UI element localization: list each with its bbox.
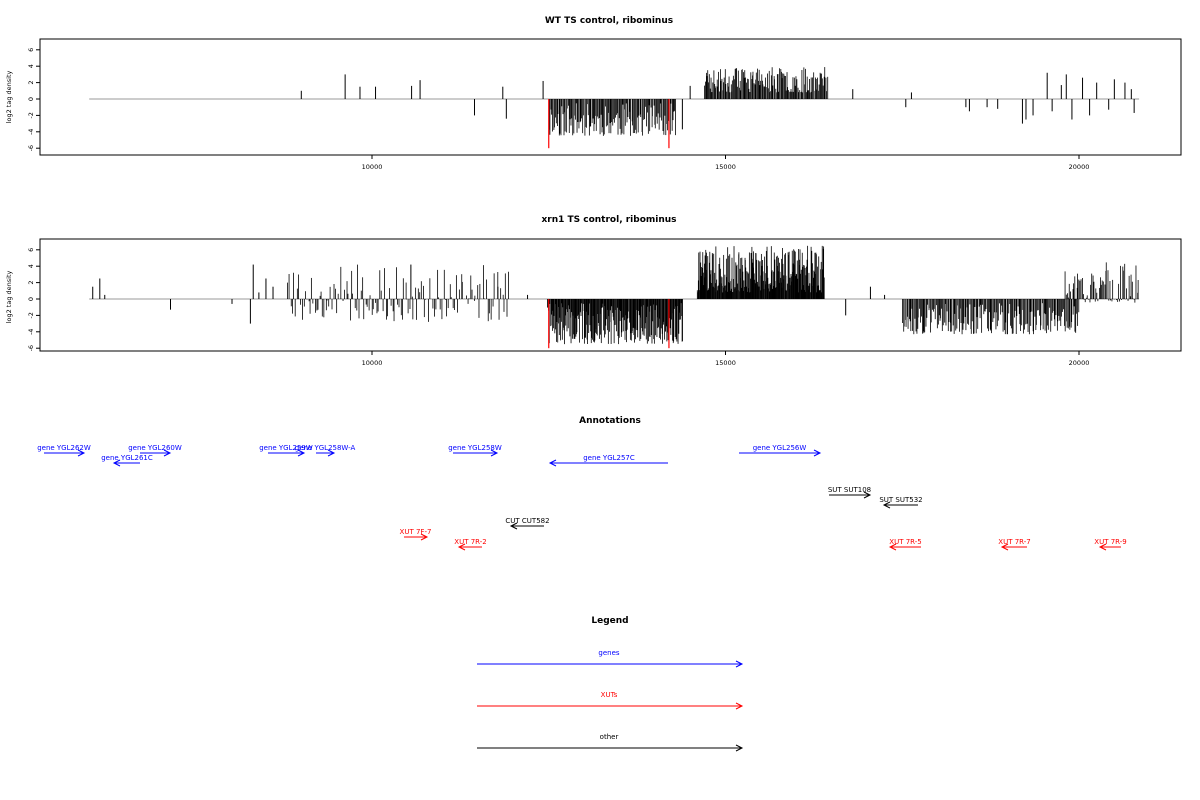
feature-arrow-head bbox=[548, 459, 557, 467]
feature-label: gene YGL258W-A bbox=[295, 444, 356, 452]
annotation-feature: SUT SUT532 bbox=[879, 496, 923, 509]
feature-arrow-head bbox=[297, 449, 306, 457]
xrn1-track-title: xrn1 TS control, ribominus bbox=[541, 215, 676, 225]
legend-label: XUTs bbox=[601, 691, 618, 699]
annotation-feature: gene YGL259W bbox=[259, 444, 313, 457]
feature-label: gene YGL256W bbox=[753, 444, 807, 452]
feature-arrow-head bbox=[1098, 543, 1107, 551]
annotation-feature: gene YGL261C bbox=[101, 454, 153, 467]
wt-track-panel: WT TS control, ribominus log2 tag densit… bbox=[5, 16, 1182, 171]
feature-arrow-head bbox=[509, 522, 518, 530]
legend-arrow-head bbox=[735, 660, 744, 668]
annotation-feature: gene YGL258W-A bbox=[295, 444, 356, 457]
x-tick-label: 10000 bbox=[362, 163, 383, 171]
y-tick-label: 0 bbox=[27, 97, 35, 101]
y-tick-label: 4 bbox=[27, 64, 35, 68]
xrn1-track-panel: xrn1 TS control, ribominus log2 tag dens… bbox=[5, 215, 1182, 367]
feature-label: gene YGL259W bbox=[259, 444, 313, 452]
x-tick-label: 20000 bbox=[1069, 163, 1090, 171]
y-tick-label: 2 bbox=[27, 281, 35, 285]
feature-label: gene YGL260W bbox=[128, 444, 182, 452]
annotation-feature: gene YGL260W bbox=[128, 444, 182, 457]
y-tick-label: 4 bbox=[27, 264, 35, 268]
legend-entries: genes XUTs other bbox=[477, 649, 744, 752]
y-tick-label: 2 bbox=[27, 81, 35, 85]
y-tick-label: 6 bbox=[27, 248, 35, 252]
legend-entry: XUTs bbox=[477, 691, 744, 710]
y-tick-label: -2 bbox=[27, 112, 35, 118]
feature-arrow-head bbox=[863, 491, 872, 499]
wt-axes: -6 -4 -2 0 2 4 6 10000 15000 20000 bbox=[27, 48, 1089, 171]
annotation-feature: SUT SUT108 bbox=[828, 486, 872, 499]
annotation-features: gene YGL262W gene YGL261C gene YGL260W gene… bbox=[37, 444, 1127, 551]
y-tick-label: -4 bbox=[27, 129, 35, 135]
legend-arrow-head bbox=[735, 744, 744, 752]
feature-label: CUT CUT582 bbox=[505, 517, 549, 525]
y-tick-label: -4 bbox=[27, 329, 35, 335]
annotation-feature: CUT CUT582 bbox=[505, 517, 550, 530]
feature-label: XUT 7R-2 bbox=[454, 538, 486, 546]
feature-arrow-head bbox=[420, 533, 429, 541]
feature-arrow-head bbox=[1000, 543, 1009, 551]
feature-arrow-head bbox=[813, 449, 822, 457]
x-tick-label: 15000 bbox=[715, 359, 736, 367]
feature-label: gene YGL262W bbox=[37, 444, 91, 452]
x-tick-label: 15000 bbox=[715, 163, 736, 171]
annotation-feature: XUT 7R-7 bbox=[998, 538, 1031, 551]
y-tick-label: -6 bbox=[27, 145, 35, 151]
feature-arrow-head bbox=[327, 449, 336, 457]
feature-arrow-head bbox=[490, 449, 499, 457]
feature-arrow-head bbox=[457, 543, 466, 551]
feature-arrow-head bbox=[882, 501, 891, 509]
annotation-feature: gene YGL256W bbox=[739, 444, 822, 457]
feature-arrow-head bbox=[163, 449, 172, 457]
feature-label: SUT SUT108 bbox=[828, 486, 871, 494]
xrn1-axes: -6 -4 -2 0 2 4 6 10000 15000 20000 bbox=[27, 248, 1089, 367]
y-tick-label: 0 bbox=[27, 297, 35, 301]
feature-label: gene YGL257C bbox=[583, 454, 635, 462]
feature-label: XUT 7R-7 bbox=[998, 538, 1030, 546]
legend-entry: genes bbox=[477, 649, 744, 668]
legend-label: genes bbox=[598, 649, 619, 657]
wt-bars bbox=[89, 67, 1140, 149]
feature-label: XUT 7F-7 bbox=[400, 528, 432, 536]
wt-track-title: WT TS control, ribominus bbox=[545, 16, 673, 26]
feature-label: gene YGL261C bbox=[101, 454, 153, 462]
legend-panel: Legend genes XUTs other bbox=[477, 616, 744, 752]
annotation-feature: XUT 7R-9 bbox=[1094, 538, 1127, 551]
xrn1-plot-frame bbox=[39, 238, 1182, 352]
feature-arrow-head bbox=[888, 543, 897, 551]
annotation-feature: XUT 7F-7 bbox=[400, 528, 432, 541]
legend-label: other bbox=[600, 733, 619, 741]
y-tick-label: 6 bbox=[27, 48, 35, 52]
x-tick-label: 20000 bbox=[1069, 359, 1090, 367]
annotations-title: Annotations bbox=[579, 416, 641, 426]
feature-label: XUT 7R-5 bbox=[889, 538, 921, 546]
xrn1-bars bbox=[89, 245, 1140, 349]
wt-y-axis-label: log2 tag density bbox=[5, 71, 13, 124]
legend-entry: other bbox=[477, 733, 744, 752]
annotation-feature: XUT 7R-5 bbox=[888, 538, 922, 551]
annotation-feature: gene YGL262W bbox=[37, 444, 91, 457]
y-tick-label: -6 bbox=[27, 345, 35, 351]
annotation-feature: gene YGL257C bbox=[548, 454, 668, 467]
annotation-feature: XUT 7R-2 bbox=[454, 538, 487, 551]
feature-label: gene YGL258W bbox=[448, 444, 502, 452]
wt-plot-frame bbox=[39, 38, 1182, 156]
feature-arrow-head bbox=[112, 459, 121, 467]
feature-label: SUT SUT532 bbox=[879, 496, 922, 504]
annotation-feature: gene YGL258W bbox=[448, 444, 502, 457]
feature-arrow-head bbox=[77, 449, 86, 457]
legend-title: Legend bbox=[591, 616, 628, 626]
feature-label: XUT 7R-9 bbox=[1094, 538, 1126, 546]
legend-arrow-head bbox=[735, 702, 744, 710]
x-tick-label: 10000 bbox=[362, 359, 383, 367]
y-tick-label: -2 bbox=[27, 312, 35, 318]
xrn1-y-axis-label: log2 tag density bbox=[5, 271, 13, 324]
